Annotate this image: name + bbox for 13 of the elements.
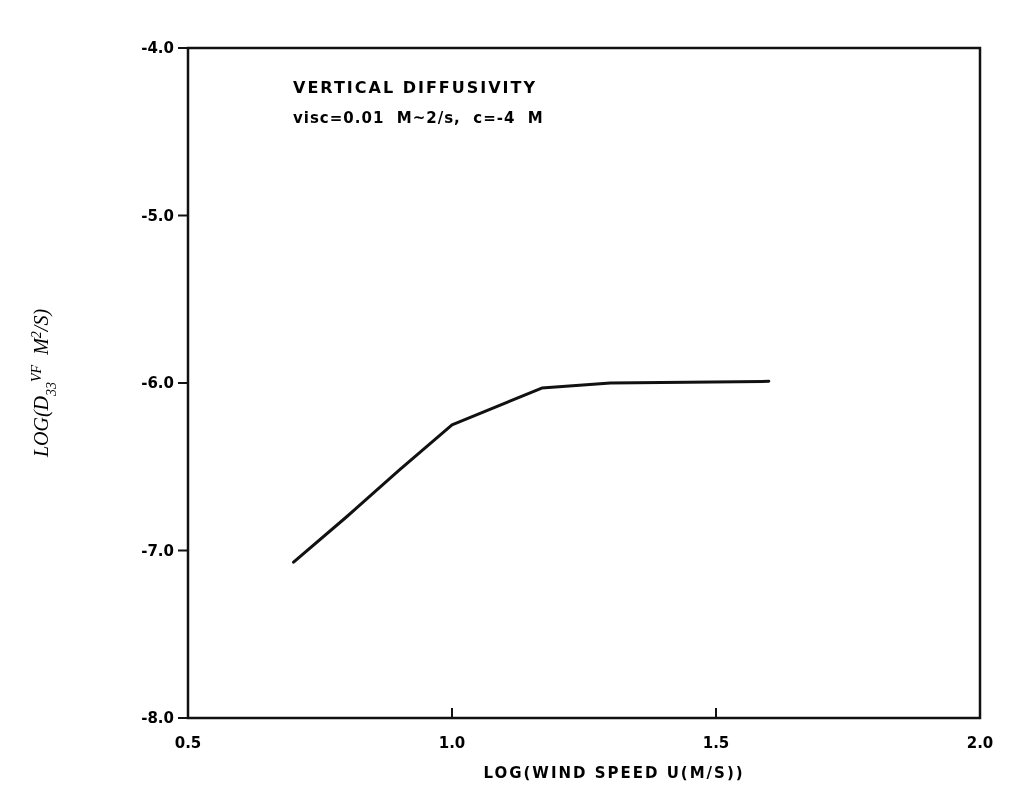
line-series (292, 379, 771, 564)
text: visc=0.01 M~2/s, c=-4 M (293, 109, 544, 127)
y-tick-label: -6.0 (141, 374, 174, 393)
x-tick-label: 0.5 (174, 734, 202, 752)
y-tick-label: -4.0 (141, 39, 174, 58)
x-tick-label: 1.0 (438, 734, 466, 752)
x-axis-title: LOG(WIND SPEED U(M/S)) (483, 764, 745, 782)
x-tick-label: 2.0 (966, 734, 994, 752)
text: VERTICAL DIFFUSIVITY (293, 78, 538, 97)
y-tick-label: -5.0 (141, 206, 174, 225)
y-tick-label: -7.0 (141, 541, 174, 560)
x-tick-label: 1.5 (702, 734, 730, 752)
y-tick-label: -8.0 (141, 709, 174, 728)
